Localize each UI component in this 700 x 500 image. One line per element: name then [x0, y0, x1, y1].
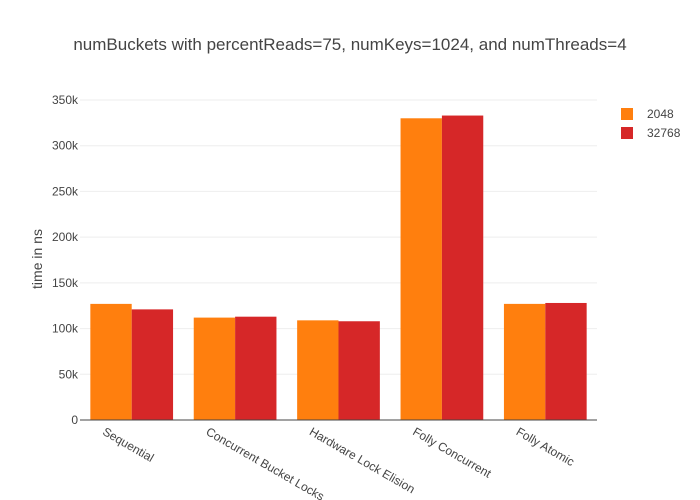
y-tick-label: 0	[71, 413, 78, 427]
bar[interactable]	[235, 316, 277, 420]
bar[interactable]	[193, 317, 236, 420]
bar[interactable]	[503, 303, 546, 420]
y-tick-label: 50k	[59, 367, 79, 381]
y-axis-ticks: 0 50k 100k 150k 200k 250k 300k 350k	[52, 93, 79, 427]
legend-swatch	[621, 108, 633, 120]
bars	[90, 115, 587, 421]
y-tick-label: 350k	[52, 93, 79, 107]
y-tick-label: 200k	[52, 230, 79, 244]
y-tick-label: 300k	[52, 139, 79, 153]
legend-swatch	[621, 127, 633, 139]
y-tick-label: 250k	[52, 184, 79, 198]
bar[interactable]	[90, 303, 132, 420]
y-axis-label: time in ns	[29, 229, 45, 289]
legend[interactable]: 2048 32768	[621, 107, 681, 140]
bar[interactable]	[400, 118, 442, 421]
chart-title: numBuckets with percentReads=75, numKeys…	[73, 35, 626, 54]
y-tick-label: 100k	[52, 322, 79, 336]
y-tick-label: 150k	[52, 276, 79, 290]
legend-label: 2048	[647, 107, 674, 121]
bar[interactable]	[338, 321, 380, 420]
bar[interactable]	[545, 302, 587, 420]
bar[interactable]	[441, 115, 484, 421]
bar[interactable]	[297, 320, 339, 420]
legend-label: 32768	[647, 126, 681, 140]
bar[interactable]	[131, 309, 174, 420]
